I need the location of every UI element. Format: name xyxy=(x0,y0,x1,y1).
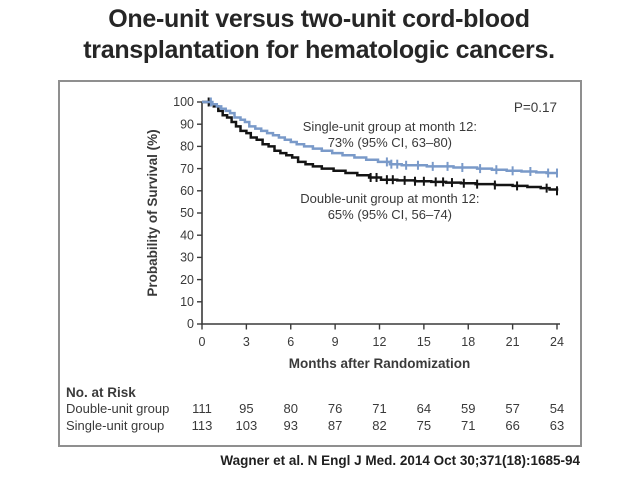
figure-panel: 0 10 20 30 40 50 60 70 80 90 100 Probability of Sur… xyxy=(58,80,582,447)
risk-value: 111 xyxy=(192,401,212,416)
risk-value: 103 xyxy=(236,418,258,433)
svg-text:73% (95% CI, 63–80): 73% (95% CI, 63–80) xyxy=(328,135,452,150)
svg-text:Single-unit group at month 12:: Single-unit group at month 12: xyxy=(303,119,477,134)
x-tick-label: 15 xyxy=(417,335,431,349)
x-tick-label: 6 xyxy=(287,335,294,349)
risk-table-title: No. at Risk xyxy=(66,385,136,400)
risk-value: 87 xyxy=(328,418,342,433)
y-tick-label: 0 xyxy=(187,317,194,331)
citation-text: Wagner et al. N Engl J Med. 2014 Oct 30;… xyxy=(220,453,580,468)
risk-value: 93 xyxy=(284,418,298,433)
x-axis-title: Months after Randomization xyxy=(289,356,471,371)
x-tick-label: 9 xyxy=(332,335,339,349)
y-tick-label: 60 xyxy=(180,184,194,198)
y-tick-label: 40 xyxy=(180,228,194,242)
slide-title-line1: One-unit versus two-unit cord-blood xyxy=(108,5,530,33)
risk-value: 64 xyxy=(417,401,431,416)
risk-value: 63 xyxy=(550,418,564,433)
y-tick-label: 90 xyxy=(180,117,194,131)
slide-title: One-unit versus two-unit cord-blood tran… xyxy=(0,4,638,66)
y-tick-label: 100 xyxy=(173,95,194,109)
single-unit-groupcensor-marks xyxy=(209,97,558,178)
x-tick-label: 0 xyxy=(199,335,206,349)
double-unit-annotation: Double-unit group at month 12:65% (95% C… xyxy=(300,191,479,222)
slide-title-line2: transplantation for hematologic cancers. xyxy=(83,36,555,64)
risk-value: 113 xyxy=(192,418,213,433)
risk-value: 54 xyxy=(550,401,564,416)
y-axis xyxy=(197,101,202,325)
x-tick-label: 3 xyxy=(243,335,250,349)
risk-value: 66 xyxy=(505,418,519,433)
y-tick-label: 20 xyxy=(180,273,194,287)
x-axis xyxy=(201,324,558,330)
y-tick-label: 30 xyxy=(180,251,194,265)
single-unit-annotation: Single-unit group at month 12:73% (95% C… xyxy=(303,119,477,150)
risk-value: 80 xyxy=(284,401,298,416)
svg-text:Double-unit group at month 12:: Double-unit group at month 12: xyxy=(300,191,479,206)
x-tick-label: 21 xyxy=(506,335,520,349)
risk-row-label: Single-unit group xyxy=(66,418,164,433)
y-tick-label: 10 xyxy=(180,295,194,309)
risk-value: 76 xyxy=(328,401,342,416)
y-tick-label: 80 xyxy=(180,140,194,154)
risk-value: 95 xyxy=(239,401,253,416)
x-tick-label: 18 xyxy=(461,335,475,349)
risk-value: 71 xyxy=(372,401,386,416)
p-value-label: P=0.17 xyxy=(514,100,557,115)
risk-value: 71 xyxy=(461,418,475,433)
double-unit-groupcensor-marks xyxy=(207,97,558,196)
y-tick-label: 70 xyxy=(180,162,194,176)
risk-value: 82 xyxy=(372,418,386,433)
x-tick-label: 24 xyxy=(550,335,564,349)
svg-text:65% (95% CI, 56–74): 65% (95% CI, 56–74) xyxy=(328,207,452,222)
risk-value: 59 xyxy=(461,401,475,416)
risk-row-label: Double-unit group xyxy=(66,401,169,416)
y-tick-label: 50 xyxy=(180,206,194,220)
single-unit-groupcurve xyxy=(202,100,557,175)
risk-value: 57 xyxy=(505,401,519,416)
x-tick-label: 12 xyxy=(373,335,387,349)
y-axis-title: Probability of Survival (%) xyxy=(145,129,160,296)
risk-value: 75 xyxy=(417,418,431,433)
double-unit-groupcurve xyxy=(202,100,559,191)
